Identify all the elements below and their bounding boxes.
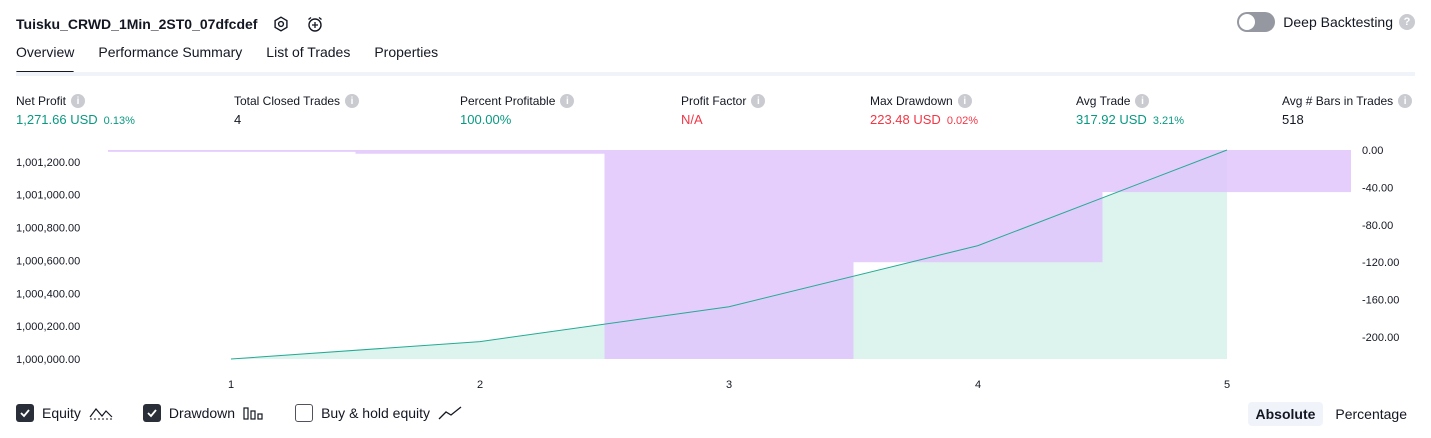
buy-hold-checkbox[interactable]: [295, 404, 314, 422]
stat-label: Net Profit: [16, 94, 67, 108]
legend-equity-label: Equity: [42, 405, 81, 421]
absolute-button[interactable]: Absolute: [1247, 402, 1324, 426]
left-axis-tick-label: 1,000,600.00: [16, 255, 80, 267]
stat-net-profit: Net Profit i 1,271.66 USD 0.13%: [16, 93, 135, 127]
left-axis-tick-label: 1,001,000.00: [16, 190, 80, 202]
drawdown-bar: [108, 150, 356, 152]
stat-value: 317.92 USD: [1076, 112, 1147, 127]
drawdown-bar: [1102, 150, 1351, 193]
x-axis-tick-label: 2: [477, 379, 483, 391]
legend-drawdown-label: Drawdown: [168, 405, 236, 421]
right-axis-tick-label: -120.00: [1362, 257, 1399, 269]
stat-avg-bars: Avg # Bars in Trades i 518: [1282, 93, 1413, 127]
stat-avg-trade: Avg Trade i 317.92 USD 3.21%: [1076, 93, 1184, 127]
stat-label: Avg Trade: [1076, 94, 1131, 108]
x-axis-tick-label: 5: [1224, 379, 1230, 391]
stat-percent-profitable: Percent Profitable i 100.00%: [460, 93, 575, 127]
deep-backtesting: Deep Backtesting ?: [1237, 12, 1415, 32]
legend-buy-hold[interactable]: Buy & hold equity: [295, 404, 462, 422]
right-axis-tick-label: -80.00: [1362, 220, 1393, 232]
stat-profit-factor: Profit Factor i N/A: [681, 93, 766, 127]
legend-buy-hold-label: Buy & hold equity: [321, 405, 431, 421]
tab-list-of-trades[interactable]: List of Trades: [266, 44, 351, 60]
equity-line-icon: [89, 405, 113, 421]
stat-total-closed-trades: Total Closed Trades i 4: [234, 93, 360, 127]
stat-percent: 0.13%: [103, 115, 135, 127]
stat-label: Max Drawdown: [870, 94, 953, 108]
drawdown-bars-icon: [243, 405, 265, 421]
stat-label: Avg # Bars in Trades: [1282, 94, 1394, 108]
display-mode: Absolute Percentage: [1244, 402, 1416, 426]
drawdown-bar: [355, 150, 605, 154]
equity-area: [231, 150, 1227, 359]
stats-row: Net Profit i 1,271.66 USD 0.13% Total Clos…: [0, 93, 1431, 133]
info-icon[interactable]: i: [560, 94, 575, 108]
equity-line: [230, 149, 1228, 360]
chart-legend: Equity Drawdown Buy & hold equity: [16, 404, 492, 422]
right-axis-tick-label: -160.00: [1362, 295, 1399, 307]
gear-icon[interactable]: [271, 14, 291, 34]
stat-value: 1,271.66 USD: [16, 112, 98, 127]
percentage-button[interactable]: Percentage: [1335, 406, 1407, 422]
drawdown-bar: [604, 150, 854, 359]
deep-backtesting-toggle[interactable]: [1237, 12, 1276, 32]
tab-performance-summary[interactable]: Performance Summary: [98, 44, 243, 60]
strategy-title: Tuisku_CRWD_1Min_2ST0_07dfcdef: [16, 16, 258, 32]
info-icon[interactable]: i: [1398, 94, 1413, 108]
strategy-header: Tuisku_CRWD_1Min_2ST0_07dfcdef: [16, 12, 325, 36]
deep-backtesting-label: Deep Backtesting: [1283, 14, 1393, 30]
info-icon[interactable]: i: [1135, 94, 1150, 108]
buy-hold-line-icon: [438, 405, 462, 421]
right-axis-tick-label: -40.00: [1362, 182, 1393, 194]
stat-percent: 3.21%: [1152, 115, 1185, 127]
legend-drawdown[interactable]: Drawdown: [142, 404, 265, 422]
help-icon[interactable]: ?: [1399, 14, 1415, 30]
equity-drawdown-chart: 1,001,200.00 1,001,000.00 1,000,800.00 1,00…: [16, 145, 1399, 391]
stat-value: 223.48 USD: [870, 112, 941, 127]
stat-value: 4: [234, 112, 242, 127]
tab-overview[interactable]: Overview: [16, 44, 75, 74]
tab-bar: Overview Performance Summary List of Tra…: [16, 44, 462, 74]
stat-value: 518: [1282, 112, 1304, 127]
info-icon[interactable]: i: [71, 94, 86, 108]
x-axis-tick-label: 1: [228, 379, 234, 391]
left-axis-tick-label: 1,000,000.00: [16, 354, 80, 366]
right-axis-tick-label: 0.00: [1362, 145, 1383, 157]
left-axis-tick-label: 1,000,800.00: [16, 223, 80, 235]
left-axis-tick-label: 1,000,400.00: [16, 288, 80, 300]
stat-value: 100.00%: [460, 112, 512, 127]
tab-divider: [16, 72, 1415, 76]
alarm-add-icon[interactable]: [305, 14, 325, 34]
x-axis-tick-label: 4: [975, 379, 981, 391]
tab-properties[interactable]: Properties: [374, 44, 439, 60]
stat-max-drawdown: Max Drawdown i 223.48 USD 0.02%: [870, 93, 978, 127]
stat-label: Profit Factor: [681, 94, 747, 108]
equity-checkbox[interactable]: [16, 404, 34, 422]
info-icon[interactable]: i: [957, 94, 972, 108]
drawdown-bar: [853, 150, 1103, 263]
drawdown-checkbox[interactable]: [142, 404, 161, 422]
x-axis-tick-label: 3: [726, 379, 732, 391]
stat-value: N/A: [681, 112, 703, 127]
stat-percent: 0.02%: [946, 115, 979, 127]
left-axis-tick-label: 1,000,200.00: [16, 321, 80, 333]
stat-label: Percent Profitable: [460, 94, 556, 108]
info-icon[interactable]: i: [751, 94, 766, 108]
info-icon[interactable]: i: [345, 94, 360, 108]
legend-equity[interactable]: Equity: [16, 404, 113, 422]
stat-label: Total Closed Trades: [234, 94, 341, 108]
right-axis-tick-label: -200.00: [1362, 332, 1399, 344]
left-axis-tick-label: 1,001,200.00: [16, 157, 80, 169]
